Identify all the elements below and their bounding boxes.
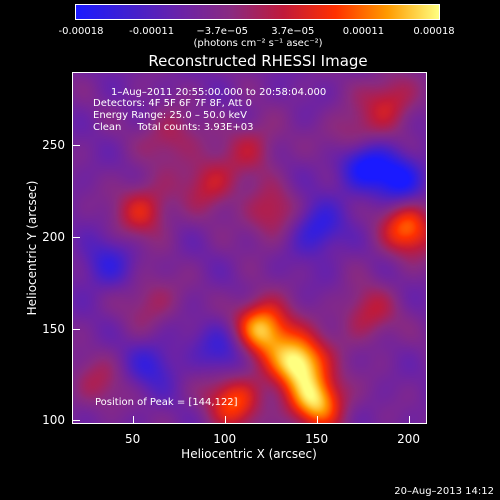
y-tick-label: 150 bbox=[42, 321, 65, 336]
colorbar-tick-label: 3.7e−05 bbox=[271, 26, 315, 37]
clean-counts-text: Clean Total counts: 3.93E+03 bbox=[93, 122, 254, 133]
x-tick-mark bbox=[224, 416, 226, 424]
x-tick-label: 100 bbox=[213, 432, 237, 446]
y-tick-mark bbox=[72, 237, 80, 238]
energy-range-text: Energy Range: 25.0 – 50.0 keV bbox=[93, 110, 247, 121]
y-tick-label: 200 bbox=[42, 230, 65, 244]
colorbar-tick-label: -0.00011 bbox=[129, 26, 175, 37]
detectors-text: Detectors: 4F 5F 6F 7F 8F, Att 0 bbox=[93, 98, 253, 109]
colorbar-tick-label: −3.7e−05 bbox=[196, 26, 248, 37]
y-tick-mark bbox=[72, 328, 80, 330]
x-tick-label: 200 bbox=[397, 432, 421, 446]
x-tick-label: 50 bbox=[125, 432, 141, 446]
time-range-text: 1–Aug–2011 20:55:00.000 to 20:58:04.000 bbox=[111, 87, 327, 98]
y-axis-label: Heliocentric Y (arcsec) bbox=[25, 180, 39, 316]
y-tick-label: 100 bbox=[42, 413, 65, 428]
colorbar-tick-label: 0.00011 bbox=[342, 26, 385, 37]
colorbar-tick-label: -0.00018 bbox=[58, 26, 104, 37]
y-tick-mark bbox=[72, 420, 80, 422]
peak-position-text: Position of Peak = [144,122] bbox=[95, 397, 238, 408]
y-tick-mark bbox=[72, 145, 80, 147]
chart-title: Reconstructed RHESSI Image bbox=[148, 52, 368, 70]
x-axis-label: Heliocentric X (arcsec) bbox=[181, 447, 317, 461]
x-tick-mark bbox=[316, 416, 318, 424]
heatmap-image bbox=[73, 73, 426, 423]
colorbar-units: (photons cm⁻² s⁻¹ asec⁻²) bbox=[193, 38, 323, 49]
plot-area: 1–Aug–2011 20:55:00.000 to 20:58:04.000 … bbox=[72, 72, 427, 424]
y-tick-label: 250 bbox=[42, 138, 65, 153]
x-tick-mark bbox=[132, 416, 134, 424]
colorbar-tick-label: 0.00018 bbox=[413, 26, 455, 37]
x-tick-mark bbox=[408, 416, 410, 424]
x-tick-label: 150 bbox=[305, 432, 329, 446]
colorbar bbox=[75, 4, 440, 20]
timestamp: 20–Aug–2013 14:12 bbox=[394, 486, 494, 497]
